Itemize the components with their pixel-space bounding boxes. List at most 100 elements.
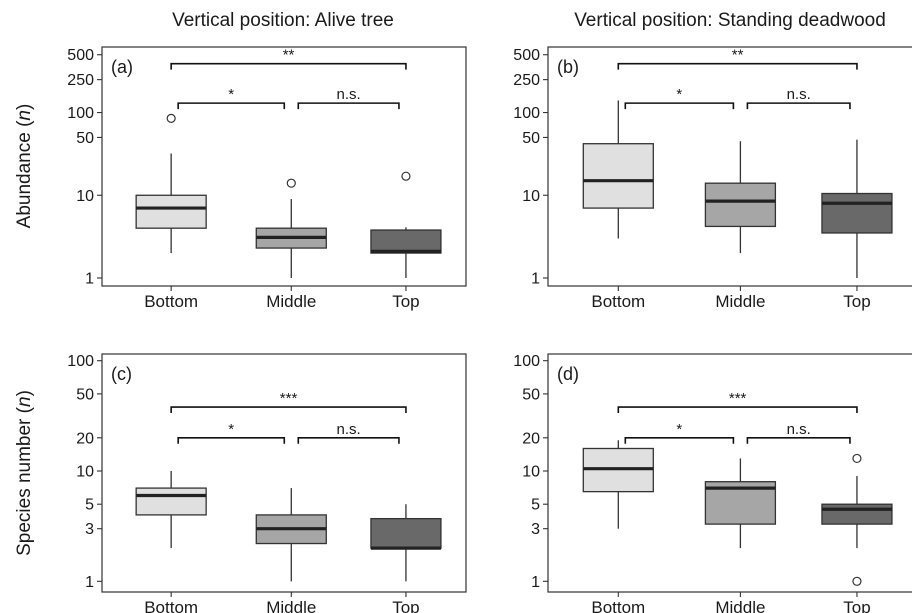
x-tick-label-bottom: Bottom — [591, 598, 645, 613]
box-middle — [255, 178, 327, 278]
panel-2: 1 10 50 100 250 500 Bottom Middle Top (b) * n.s. ** — [513, 46, 912, 311]
bracket-line — [624, 436, 735, 444]
significance-label: * — [676, 86, 682, 103]
box-bottom — [135, 471, 207, 549]
significance-bracket: n.s. — [746, 86, 851, 110]
bracket-line — [746, 436, 851, 444]
y-tick-label: 250 — [67, 72, 94, 89]
significance-bracket: *** — [170, 390, 407, 414]
panel-label: (d) — [557, 364, 579, 384]
panel-label: (b) — [557, 57, 579, 77]
outlier-point — [852, 453, 862, 464]
y-tick-label: 10 — [76, 464, 94, 481]
box-bottom — [582, 100, 654, 239]
y-tick-label: 10 — [522, 464, 540, 481]
significance-label: * — [228, 421, 234, 438]
bracket-line — [624, 102, 735, 110]
x-tick-label-top: Top — [392, 598, 419, 613]
y-tick-label: 3 — [85, 521, 94, 538]
panel-label: (a) — [111, 57, 133, 77]
box-iqr — [370, 517, 442, 549]
y-tick-label: 50 — [76, 130, 94, 147]
significance-label: ** — [732, 47, 744, 64]
x-tick-label-middle: Middle — [715, 598, 765, 613]
y-tick-label: 100 — [67, 353, 94, 370]
bracket-line — [177, 436, 286, 444]
x-tick-label-middle: Middle — [266, 598, 316, 613]
bracket-line — [170, 62, 407, 70]
box-iqr — [135, 487, 207, 516]
significance-bracket: n.s. — [746, 421, 851, 444]
x-tick-label-bottom: Bottom — [144, 292, 198, 311]
box-top — [370, 504, 442, 582]
y-tick-label: 100 — [513, 353, 540, 370]
y-axis-label-species: Species number (n) — [14, 390, 35, 556]
outlier-point — [166, 113, 176, 123]
box-iqr — [821, 192, 893, 234]
significance-label: n.s. — [787, 421, 811, 438]
significance-label: n.s. — [337, 421, 361, 438]
box-middle — [255, 488, 327, 582]
outlier-point — [286, 178, 296, 188]
significance-bracket: n.s. — [297, 421, 400, 444]
y-tick-label: 20 — [76, 430, 94, 447]
column-title-alive: Vertical position: Alive tree — [172, 10, 394, 31]
significance-bracket: ** — [170, 47, 407, 70]
y-tick-label: 250 — [513, 72, 540, 89]
outlier-point — [401, 171, 411, 181]
y-tick-label: 50 — [522, 130, 540, 147]
significance-bracket: * — [624, 86, 735, 110]
box-iqr — [582, 143, 654, 209]
bracket-line — [297, 436, 400, 444]
x-tick-label-bottom: Bottom — [144, 598, 198, 613]
bracket-line — [170, 406, 407, 414]
x-tick-label-bottom: Bottom — [591, 292, 645, 311]
significance-bracket: * — [177, 421, 286, 444]
panel-3: 1 3 5 10 20 50 100 Bottom Middle Top (c) * n.s. *** — [67, 353, 467, 613]
y-tick-label: 500 — [67, 47, 94, 64]
box-iqr — [704, 182, 777, 228]
y-tick-label: 1 — [531, 270, 540, 287]
box-bottom — [135, 113, 207, 254]
y-tick-label: 100 — [67, 105, 94, 122]
significance-bracket: ** — [617, 47, 858, 70]
significance-label: ** — [283, 47, 295, 64]
box-iqr — [135, 194, 207, 229]
y-tick-label: 50 — [522, 386, 540, 403]
significance-bracket: * — [624, 421, 735, 444]
y-tick-label: 100 — [513, 105, 540, 122]
y-tick-label: 5 — [531, 497, 540, 514]
bracket-line — [177, 102, 286, 110]
box-top — [370, 171, 442, 278]
x-tick-label-top: Top — [843, 598, 870, 613]
box-middle — [704, 458, 777, 549]
y-tick-label: 20 — [522, 430, 540, 447]
significance-label: * — [676, 421, 682, 438]
bracket-line — [617, 62, 858, 70]
significance-label: n.s. — [787, 86, 811, 103]
y-axis-label-abundance: Abundance (n) — [14, 104, 35, 229]
outlier-point — [852, 576, 862, 586]
x-tick-label-top: Top — [392, 292, 419, 311]
significance-label: *** — [280, 390, 298, 407]
y-tick-label: 1 — [531, 574, 540, 591]
significance-label: * — [228, 86, 234, 103]
box-middle — [704, 141, 777, 254]
y-tick-label: 10 — [522, 188, 540, 205]
bracket-line — [617, 406, 858, 414]
significance-bracket: * — [177, 86, 286, 110]
box-top — [821, 139, 893, 278]
column-title-deadwood: Vertical position: Standing deadwood — [574, 10, 886, 31]
bracket-line — [297, 102, 400, 110]
significance-label: *** — [729, 390, 747, 407]
panel-4: 1 3 5 10 20 50 100 Bottom Middle Top (d) * n.s. *** — [513, 353, 912, 613]
panel-1: 1 10 50 100 250 500 Bottom Middle Top (a) * n.s. ** — [67, 46, 467, 311]
x-tick-label-top: Top — [843, 292, 870, 311]
box-top — [821, 453, 893, 586]
panel-label: (c) — [111, 364, 132, 384]
x-tick-label-middle: Middle — [266, 292, 316, 311]
box-iqr — [821, 503, 893, 525]
y-tick-label: 1 — [85, 270, 94, 287]
box-bottom — [582, 440, 654, 529]
